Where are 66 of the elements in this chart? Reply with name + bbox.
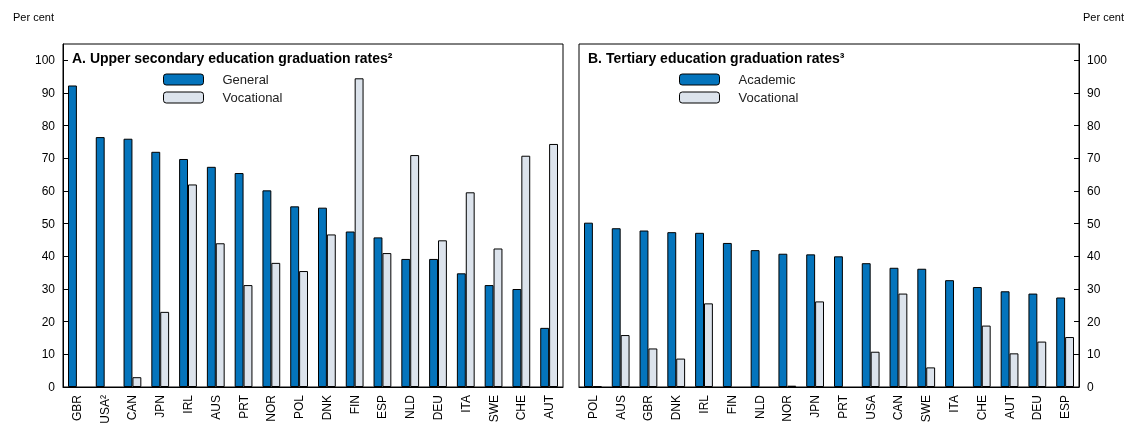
y-tick-label: 70 (41, 151, 56, 166)
x-tick-label: SWE (486, 395, 501, 423)
x-tick-label: AUS (613, 395, 628, 420)
y-tick-label: 80 (1087, 118, 1101, 133)
x-tick-label: FIN (724, 395, 739, 415)
x-tick-label: POL (585, 394, 600, 420)
x-tick-label: AUT (542, 394, 557, 419)
x-tick-label: CAN (125, 395, 140, 421)
x-tick-label: IRL (697, 394, 711, 414)
x-tick-label: AUT (1002, 394, 1017, 419)
y-tick-label: 10 (1087, 347, 1101, 362)
x-tick-label: DNK (319, 395, 334, 421)
x-tick-label: NLD (403, 394, 418, 420)
x-tick-label: PRT (236, 394, 251, 419)
y-tick-label: 60 (41, 184, 56, 198)
legend-label: Academic (738, 72, 797, 87)
x-tick-label: GBR (69, 394, 84, 422)
x-tick-label: ITA (947, 395, 961, 413)
y-tick-label: 30 (1087, 282, 1101, 296)
x-tick-label: DNK (669, 395, 684, 421)
y-tick-label: 50 (1087, 216, 1101, 231)
y-tick-label: 100 (1087, 53, 1108, 68)
x-tick-label: USA (863, 395, 878, 420)
x-tick-label: IRL (181, 394, 195, 414)
y-axis-title: Per cent (1083, 10, 1124, 23)
legend-label: Vocational (222, 90, 283, 105)
y-tick-label: 30 (41, 282, 56, 296)
y-tick-label: 60 (1087, 184, 1101, 198)
x-tick-label: FIN (347, 395, 362, 415)
y-tick-label: 40 (41, 249, 56, 264)
x-tick-label: DEU (1030, 395, 1045, 421)
y-tick-label: 0 (1087, 380, 1094, 394)
x-tick-label: DEU (431, 395, 445, 421)
x-tick-label: SWE (919, 395, 934, 423)
x-tick-label: ESP (375, 395, 390, 420)
x-tick-label: USA² (97, 395, 112, 424)
y-tick-label: 90 (41, 86, 56, 100)
x-tick-label: NOR (264, 394, 279, 422)
y-tick-label: 20 (41, 314, 56, 329)
x-tick-label: ITA (458, 395, 473, 413)
x-tick-label: AUS (208, 395, 223, 420)
y-tick-label: 40 (1087, 249, 1101, 264)
x-tick-label: ESP (1058, 395, 1073, 420)
y-tick-label: 70 (1087, 151, 1101, 166)
y-axis-title: Per cent (13, 10, 54, 23)
chart-title: B. Tertiary education graduation rates³ (588, 50, 845, 66)
y-tick-label: 10 (41, 347, 56, 362)
x-tick-label: POL (292, 394, 307, 420)
legend-label: Vocational (738, 90, 799, 105)
x-tick-label: GBR (641, 394, 656, 422)
legend-label: General (222, 72, 269, 87)
x-tick-label: JPN (808, 395, 823, 418)
y-tick-label: 100 (34, 53, 56, 68)
chart-title: A. Upper secondary education graduation rates² (72, 50, 393, 66)
y-tick-label: 80 (41, 118, 56, 133)
x-tick-label: JPN (153, 395, 168, 418)
x-tick-label: CHE (974, 395, 989, 421)
x-tick-label: NLD (752, 394, 767, 420)
x-tick-label: CHE (514, 395, 529, 421)
x-tick-label: NOR (780, 394, 795, 422)
y-tick-label: 0 (48, 380, 56, 394)
x-tick-label: CAN (891, 395, 906, 421)
y-tick-label: 90 (1087, 86, 1101, 100)
y-tick-label: 20 (1087, 314, 1101, 329)
x-tick-label: PRT (835, 394, 850, 419)
y-tick-label: 50 (41, 216, 56, 231)
